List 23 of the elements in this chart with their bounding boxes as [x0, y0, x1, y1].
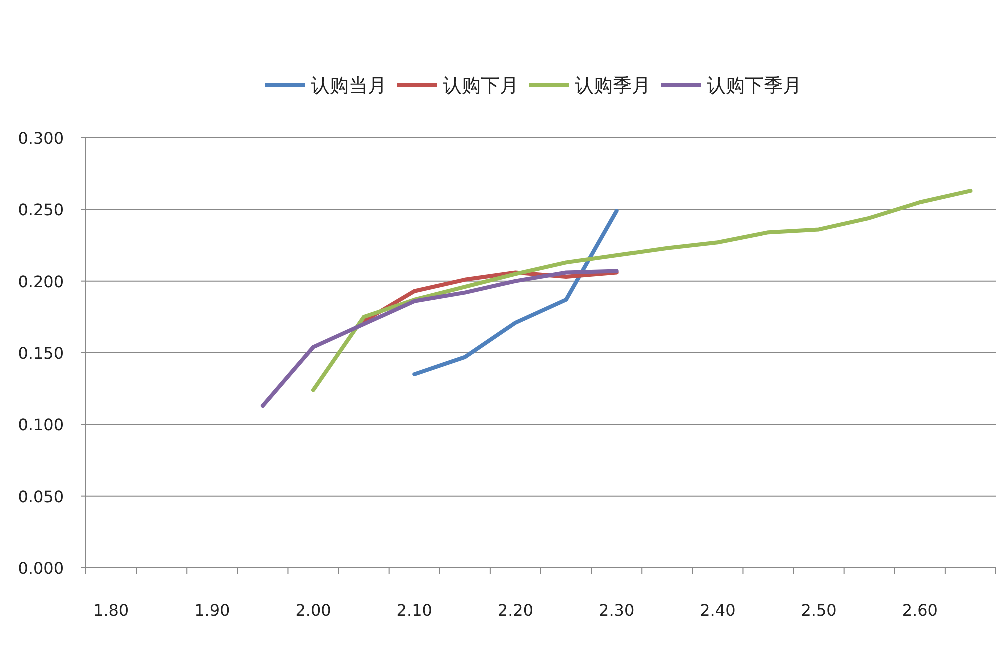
y-tick-label: 0.200 [18, 272, 64, 292]
x-tick-label: 2.30 [599, 601, 635, 620]
y-tick-label: 0.150 [18, 344, 64, 363]
legend-label: 认购季月 [575, 75, 651, 97]
y-tick-label: 0.050 [18, 487, 64, 506]
legend-label: 认购当月 [311, 75, 387, 97]
y-tick-label: 0.100 [18, 416, 64, 435]
x-tick-label: 1.80 [93, 601, 130, 620]
x-tick-label: 2.00 [296, 601, 332, 620]
x-tick-label: 2.60 [902, 601, 938, 620]
x-tick-label: 2.50 [801, 601, 837, 620]
line-series [312, 189, 973, 392]
x-tick-label: 2.40 [700, 601, 736, 620]
y-tick-label: 0.300 [18, 129, 64, 148]
line-series [260, 269, 619, 408]
x-tick-label: 2.10 [396, 601, 432, 620]
y-tick-label: 0.000 [18, 559, 64, 578]
legend-label: 认购下月 [443, 75, 519, 97]
line-series [412, 209, 619, 376]
y-tick-label: 0.250 [18, 200, 64, 220]
x-tick-label: 2.20 [498, 601, 534, 620]
legend-label: 认购下季月 [707, 75, 802, 97]
x-tick-label: 1.90 [194, 601, 230, 620]
